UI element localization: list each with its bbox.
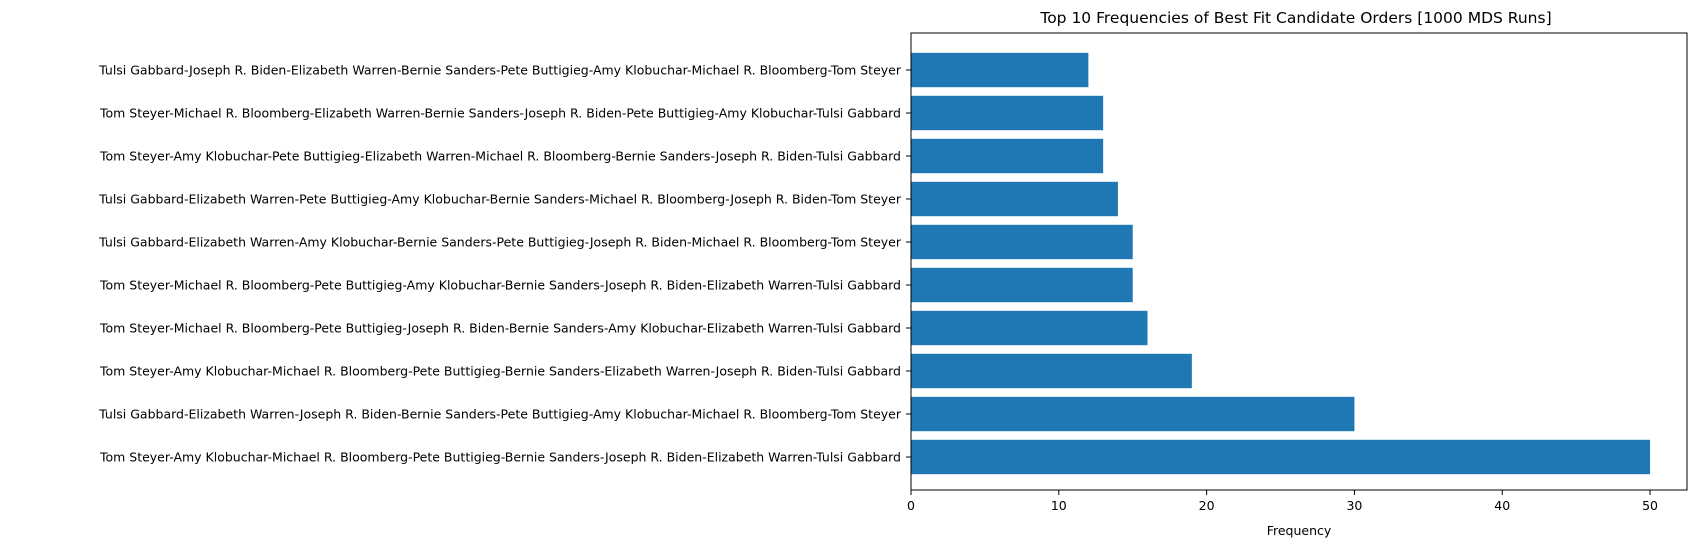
bar <box>911 95 1104 131</box>
x-tick-label: 50 <box>1642 498 1658 513</box>
y-tick-label: Tulsi Gabbard-Joseph R. Biden-Elizabeth … <box>98 63 902 78</box>
y-tick-label: Tulsi Gabbard-Elizabeth Warren-Pete Butt… <box>98 192 902 207</box>
bar <box>911 353 1192 389</box>
y-tick-label: Tulsi Gabbard-Elizabeth Warren-Amy Klobu… <box>98 235 902 250</box>
y-tick-label: Tom Steyer-Amy Klobuchar-Pete Buttigieg-… <box>99 149 901 164</box>
bar <box>911 224 1133 260</box>
x-tick-label: 20 <box>1199 498 1215 513</box>
x-axis: 0 10 20 30 40 50 <box>907 490 1658 513</box>
x-tick-label: 30 <box>1346 498 1362 513</box>
bar <box>911 181 1118 217</box>
bar <box>911 310 1148 346</box>
bar <box>911 439 1651 475</box>
bar <box>911 138 1104 174</box>
chart-title: Top 10 Frequencies of Best Fit Candidate… <box>1039 9 1551 27</box>
x-tick-label: 0 <box>907 498 915 513</box>
bars-group <box>911 52 1651 475</box>
bar <box>911 396 1355 432</box>
y-tick-label: Tulsi Gabbard-Elizabeth Warren-Joseph R.… <box>98 407 902 422</box>
x-tick-label: 10 <box>1051 498 1067 513</box>
y-tick-label: Tom Steyer-Michael R. Bloomberg-Elizabet… <box>99 106 901 121</box>
y-tick-label: Tom Steyer-Amy Klobuchar-Michael R. Bloo… <box>99 364 901 379</box>
y-tick-label: Tom Steyer-Amy Klobuchar-Michael R. Bloo… <box>99 450 901 465</box>
y-tick-label: Tom Steyer-Michael R. Bloomberg-Pete But… <box>99 278 901 293</box>
x-axis-label: Frequency <box>1267 523 1332 538</box>
x-tick-label: 40 <box>1494 498 1510 513</box>
plot-frame <box>910 32 1688 491</box>
bar <box>911 52 1089 88</box>
bar <box>911 267 1133 303</box>
y-tick-labels: Tom Steyer-Amy Klobuchar-Michael R. Bloo… <box>98 63 911 465</box>
y-tick-label: Tom Steyer-Michael R. Bloomberg-Pete But… <box>99 321 901 336</box>
